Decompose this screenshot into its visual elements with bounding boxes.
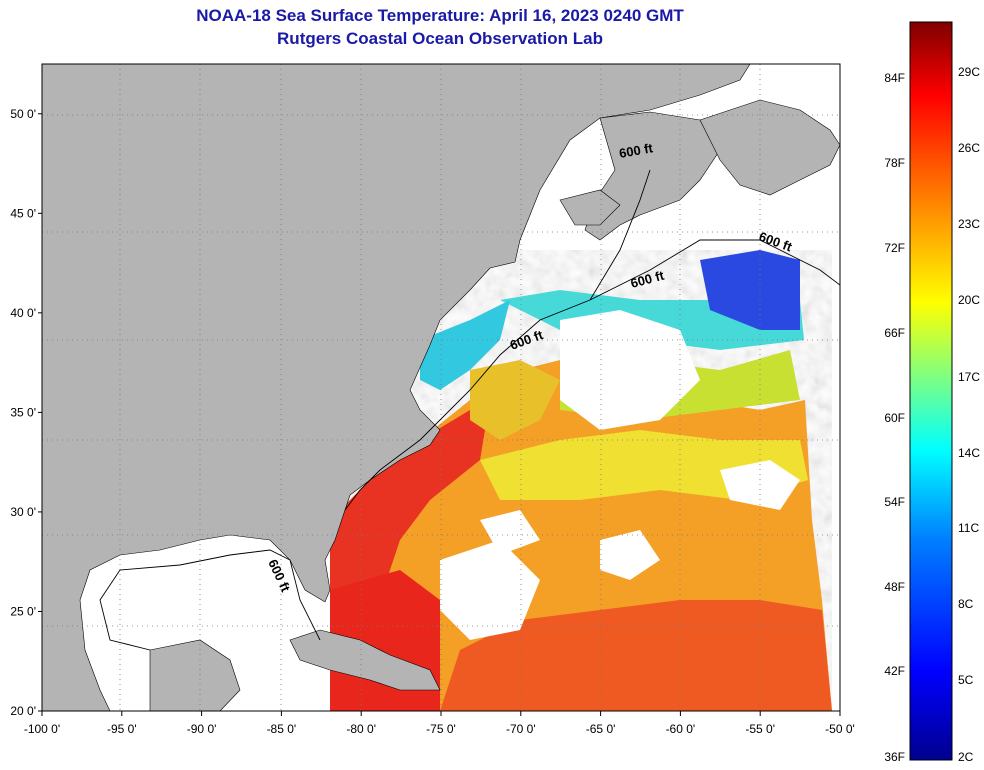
map-title: NOAA-18 Sea Surface Temperature: April 1… (196, 6, 684, 25)
sst-data-layer (330, 250, 832, 711)
lon-tick-label: -100 0' (24, 722, 60, 736)
lon-tick-label: -70 0' (506, 722, 536, 736)
colorbar-c-label: 5C (958, 673, 974, 687)
colorbar-fahrenheit-labels: 84F 78F 72F 66F 60F 54F 48F 42F 36F (884, 71, 905, 764)
colorbar (909, 21, 953, 761)
isobath-600ft (99, 169, 840, 651)
colorbar-f-label: 66F (884, 326, 905, 340)
colorbar-c-label: 26C (958, 141, 980, 155)
colorbar-f-label: 78F (884, 156, 905, 170)
lon-tick-label: -95 0' (107, 722, 137, 736)
colorbar-c-label: 11C (958, 521, 979, 535)
lat-tick-label: 30 0' (10, 505, 36, 519)
colorbar-celsius-labels: 29C 26C 23C 20C 17C 14C 11C 8C 5C 2C (958, 65, 980, 764)
colorbar-f-label: 54F (884, 495, 905, 509)
lat-tick-label: 25 0' (10, 604, 36, 618)
lat-tick-label: 50 0' (10, 107, 36, 121)
colorbar-c-label: 14C (958, 446, 980, 460)
lon-tick-label: -65 0' (586, 722, 616, 736)
colorbar-c-label: 2C (958, 750, 974, 764)
contour-label: 600 ft (618, 140, 655, 161)
colorbar-c-label: 29C (958, 65, 980, 79)
colorbar-c-label: 20C (958, 293, 980, 307)
map-subtitle: Rutgers Coastal Ocean Observation Lab (277, 29, 603, 48)
colorbar-c-label: 8C (958, 597, 974, 611)
colorbar-f-label: 42F (884, 664, 905, 678)
lon-tick-label: -90 0' (187, 722, 217, 736)
lon-tick-label: -55 0' (745, 722, 775, 736)
lon-tick-label: -60 0' (666, 722, 696, 736)
lat-tick-label: 35 0' (10, 405, 36, 419)
lat-tick-label: 40 0' (10, 306, 36, 320)
lon-tick-label: -50 0' (825, 722, 855, 736)
lat-tick-label: 20 0' (10, 704, 36, 718)
lon-tick-label: -85 0' (267, 722, 297, 736)
lon-tick-label: -75 0' (426, 722, 456, 736)
colorbar-f-label: 72F (884, 241, 905, 255)
lat-tick-label: 45 0' (10, 206, 36, 220)
graticule (42, 64, 840, 711)
latitude-axis: 20 0' 25 0' 30 0' 35 0' 40 0' 45 0' 50 0' (10, 107, 42, 718)
colorbar-c-label: 17C (958, 370, 980, 384)
longitude-axis: -100 0' -95 0' -90 0' -85 0' -80 0' -75 0' -70… (24, 711, 855, 736)
colorbar-c-label: 23C (958, 217, 980, 231)
colorbar-f-label: 36F (884, 750, 905, 764)
colorbar-f-label: 48F (884, 580, 905, 594)
lon-tick-label: -80 0' (346, 722, 376, 736)
colorbar-f-label: 84F (884, 71, 905, 85)
colorbar-f-label: 60F (884, 411, 905, 425)
